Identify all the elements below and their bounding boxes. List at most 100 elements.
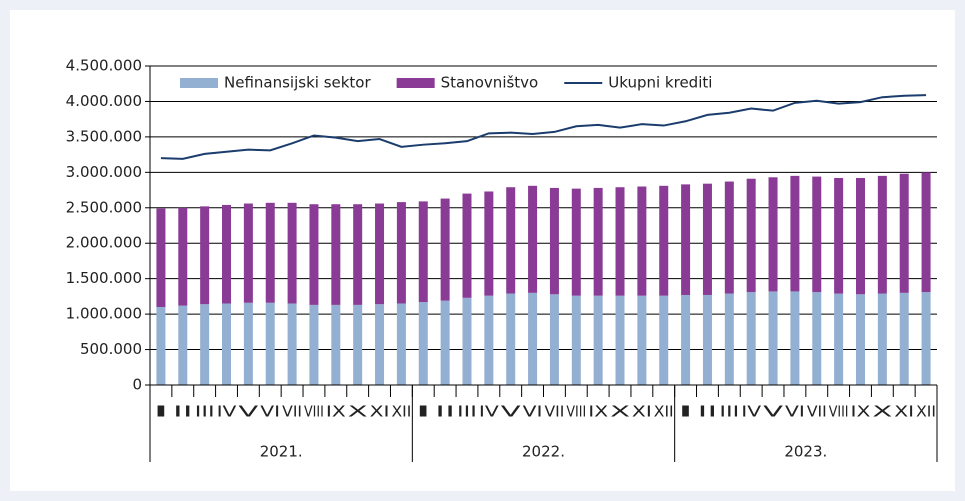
x-tick-label: III — [719, 403, 739, 421]
x-tick-label: XII — [391, 403, 411, 421]
bar — [309, 204, 319, 305]
legend-label: Ukupni krediti — [608, 74, 712, 92]
bar — [768, 177, 778, 292]
bar — [768, 291, 778, 385]
x-tick-label: VI — [785, 403, 805, 421]
group-label: 2022. — [522, 443, 565, 461]
x-tick-label: I — [676, 403, 696, 421]
bar — [484, 295, 494, 385]
group-label: 2021. — [260, 443, 303, 461]
bar — [899, 173, 909, 293]
bar — [877, 175, 887, 294]
bar — [178, 207, 188, 306]
x-tick-label: V — [763, 403, 784, 421]
line — [160, 94, 927, 160]
bar — [834, 293, 844, 385]
x-tick-label: XI — [370, 403, 390, 421]
legend-swatch — [180, 78, 218, 88]
bar — [287, 202, 297, 304]
x-tick-label: II — [173, 403, 193, 421]
y-tick-label: 2.000.000 — [66, 234, 142, 252]
bar — [309, 304, 319, 385]
bar — [790, 175, 800, 292]
x-tick-label: III — [195, 403, 215, 421]
bar — [659, 185, 669, 296]
bar — [528, 185, 538, 293]
legend-label: Nefinansijski sektor — [224, 74, 371, 92]
bar — [418, 302, 428, 385]
bar — [440, 198, 450, 301]
y-tick-label: 0 — [132, 376, 142, 394]
bar — [222, 303, 232, 385]
x-tick-label: XI — [894, 403, 914, 421]
x-tick-label: VII — [545, 403, 565, 421]
bar — [353, 304, 363, 385]
bar — [637, 295, 647, 385]
bar — [549, 187, 559, 295]
bar — [243, 203, 253, 303]
x-tick-label: IV — [217, 403, 238, 421]
bar — [396, 303, 406, 385]
x-tick-label: VIII — [304, 403, 324, 421]
bar — [855, 294, 865, 385]
bar — [331, 304, 341, 385]
bar — [724, 293, 734, 385]
bar — [855, 178, 865, 295]
bar — [178, 305, 188, 385]
x-tick-label: IX — [851, 403, 871, 421]
x-tick-label: II — [435, 403, 455, 421]
y-tick-label: 4.000.000 — [66, 92, 142, 110]
x-tick-label: VI — [523, 403, 543, 421]
y-tick-label: 4.500.000 — [66, 57, 142, 75]
legend-label: Stanovništvo — [441, 74, 539, 92]
bar — [549, 294, 559, 385]
bar — [746, 292, 756, 385]
x-tick-label: X — [610, 403, 630, 421]
bar — [812, 176, 822, 293]
x-tick-label: VII — [282, 403, 302, 421]
bar — [156, 208, 166, 308]
x-tick-label: IV — [479, 403, 500, 421]
bar — [396, 202, 406, 304]
bar — [681, 294, 691, 385]
bar — [702, 294, 712, 385]
bar — [571, 188, 581, 296]
bar — [702, 183, 712, 295]
x-tick-label: I — [413, 403, 433, 421]
x-tick-label: II — [698, 403, 718, 421]
bar — [834, 178, 844, 294]
x-tick-label: VI — [260, 403, 280, 421]
x-tick-label: I — [151, 403, 171, 421]
x-tick-label: XII — [654, 403, 674, 421]
x-tick-label: XI — [632, 403, 652, 421]
bar — [243, 302, 253, 385]
bar — [353, 204, 363, 305]
y-tick-label: 3.500.000 — [66, 127, 142, 145]
y-tick-label: 1.500.000 — [66, 269, 142, 287]
bar — [506, 187, 516, 294]
bar — [484, 191, 494, 296]
bar — [593, 295, 603, 385]
bar — [528, 292, 538, 385]
x-tick-label: V — [501, 403, 522, 421]
bar — [593, 187, 603, 296]
bar — [681, 184, 691, 295]
y-tick-label: 2.500.000 — [66, 198, 142, 216]
bar — [375, 304, 385, 385]
bar — [571, 295, 581, 385]
y-tick-label: 500.000 — [80, 340, 142, 358]
bar — [200, 206, 210, 305]
bar — [921, 292, 931, 385]
bar — [200, 304, 210, 385]
bar — [375, 203, 385, 305]
bar — [746, 178, 756, 293]
y-tick-label: 3.000.000 — [66, 163, 142, 181]
x-tick-label: VII — [807, 403, 827, 421]
bar — [659, 295, 669, 385]
bar — [615, 187, 625, 296]
bar — [899, 292, 909, 385]
x-tick-label: IV — [741, 403, 762, 421]
bar — [637, 186, 647, 296]
bar — [812, 292, 822, 385]
